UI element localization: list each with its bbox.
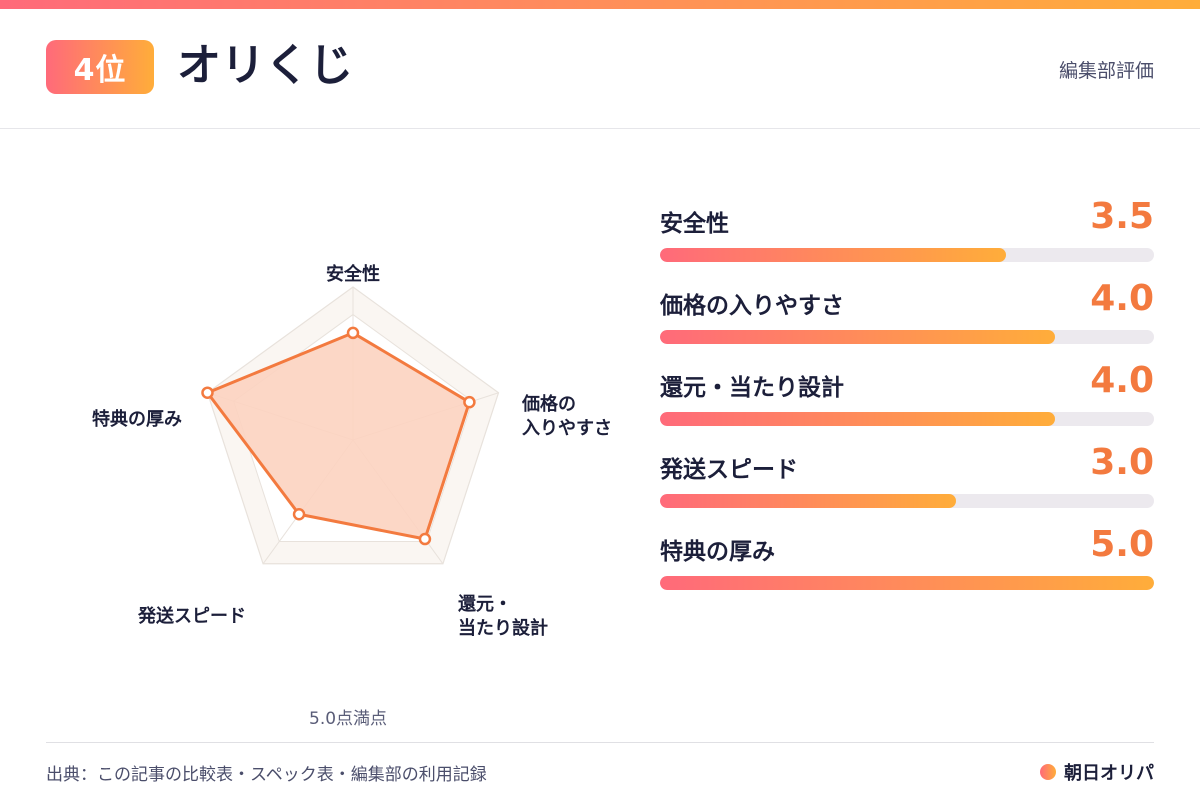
footer-divider (46, 742, 1154, 743)
score-item-return: 還元・当たり設計 4.0 (660, 360, 1154, 442)
radar-axis-label-line: 発送スピード (137, 605, 246, 627)
score-list: 安全性 3.5 価格の入りやすさ 4.0 還元・当たり設計 4.0 発送スピード… (660, 196, 1154, 606)
score-bar-fill (660, 330, 1056, 344)
radar-data-area (205, 331, 471, 541)
radar-axis-label-line: 還元・ (458, 594, 512, 615)
brand: 朝日オリパ (1040, 759, 1154, 785)
radar-axis-label: 安全性 (326, 263, 380, 285)
score-label: 価格の入りやすさ (660, 293, 844, 319)
score-label: 還元・当たり設計 (660, 375, 844, 401)
radar-axis-label-line: 当たり設計 (458, 617, 548, 639)
score-bar-fill (660, 576, 1154, 590)
score-item-shipping: 発送スピード 3.0 (660, 442, 1154, 524)
radar-scale-note: 5.0点満点 (309, 709, 388, 729)
score-value: 4.0 (1090, 278, 1154, 319)
score-bar-track (660, 494, 1154, 508)
score-item-safety: 安全性 3.5 (660, 196, 1154, 278)
radar-point (292, 508, 306, 521)
radar-axis-label-line: 特典の厚み (92, 408, 182, 430)
radar-axis-label: 還元・当たり設計 (458, 594, 548, 639)
radar-axis-label-line: 価格の (521, 393, 576, 415)
score-bar-track (660, 248, 1154, 262)
score-label: 安全性 (660, 211, 729, 237)
score-item-bonus: 特典の厚み 5.0 (660, 524, 1154, 606)
radar-point (463, 395, 476, 409)
score-bar-fill (660, 494, 957, 508)
score-label: 特典の厚み (660, 539, 775, 565)
radar-point (201, 386, 214, 399)
radar-axis-label-line: 入りやすさ (522, 418, 612, 439)
footer-source: 出典：この記事の比較表・スペック表・編集部の利用記録 (46, 765, 487, 785)
rank-badge: 4位 (46, 40, 154, 94)
score-bar-fill (660, 412, 1056, 426)
rank-text: 4位 (73, 53, 127, 88)
score-label: 発送スピード (660, 457, 798, 483)
score-bar-track (660, 330, 1154, 344)
score-item-price: 価格の入りやすさ 4.0 (660, 278, 1154, 360)
score-bar-track (660, 412, 1154, 426)
header-note: 編集部評価 (1058, 60, 1154, 82)
radar-point (346, 326, 360, 340)
score-value: 5.0 (1090, 524, 1154, 565)
radar-axis-label: 発送スピード (137, 605, 246, 627)
header-divider (0, 128, 1200, 129)
score-value: 3.0 (1090, 442, 1154, 483)
radar-axis-label: 価格の入りやすさ (521, 393, 612, 439)
score-value: 4.0 (1090, 360, 1154, 401)
brand-logo-dot (1040, 764, 1056, 780)
radar-axis-label: 特典の厚み (92, 408, 182, 430)
top-accent-bar (0, 0, 1200, 9)
radar-point (418, 532, 432, 546)
brand-name: 朝日オリパ (1064, 763, 1154, 784)
score-bar-track (660, 576, 1154, 590)
score-value: 3.5 (1090, 196, 1154, 237)
page-title: オリくじ (177, 40, 353, 91)
radar-axis-label-line: 安全性 (326, 263, 380, 285)
score-bar-fill (660, 248, 1006, 262)
